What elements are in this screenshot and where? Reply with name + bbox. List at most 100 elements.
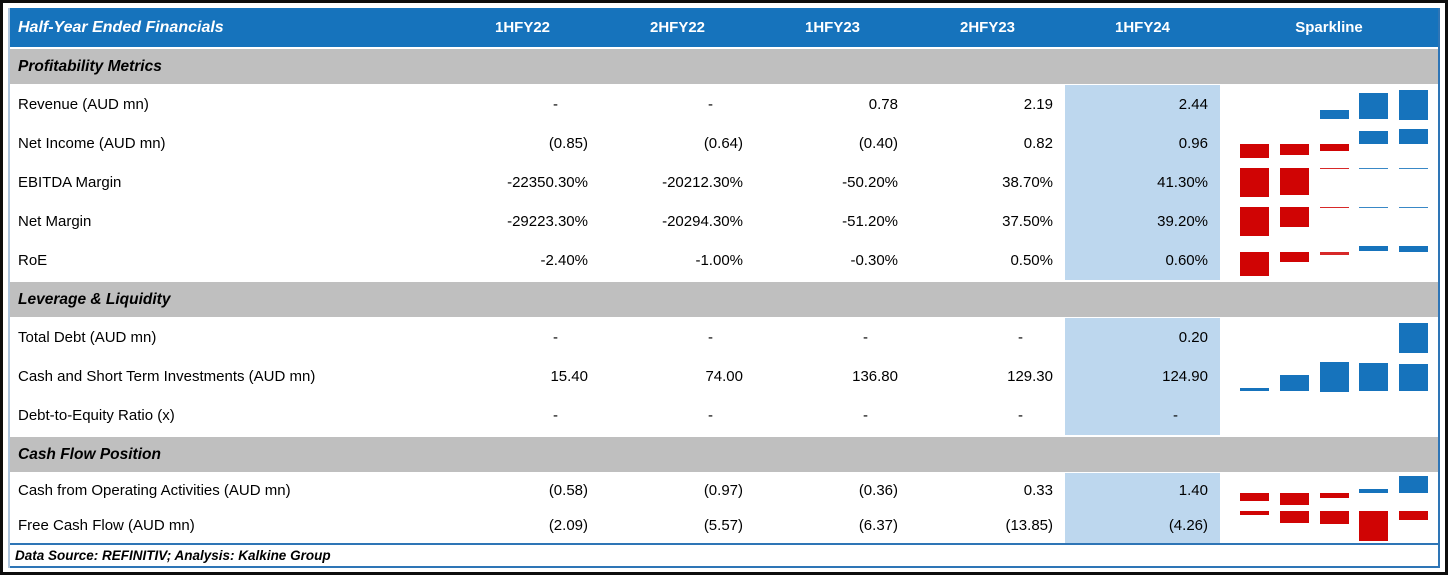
sparkline-bar xyxy=(1279,375,1309,392)
sparkline-slot xyxy=(1319,206,1349,237)
sparkline-chart xyxy=(1240,475,1428,506)
sparkline-bar xyxy=(1279,493,1309,506)
sparkline-chart xyxy=(1240,167,1428,198)
sparkline-slot xyxy=(1319,90,1349,120)
cell-value: 124.90 xyxy=(1065,357,1220,396)
sparkline-slot xyxy=(1240,362,1269,392)
section-header: Cash Flow Position xyxy=(10,435,1438,473)
sparkline-bar xyxy=(1399,475,1428,494)
cell-value: (4.26) xyxy=(1065,508,1220,543)
sparkline-bar xyxy=(1319,206,1349,209)
sparkline-slot xyxy=(1320,323,1349,353)
cell-value: - xyxy=(1065,396,1220,435)
sparkline-slot xyxy=(1319,510,1349,541)
table-row: Debt-to-Equity Ratio (x) - - - - - xyxy=(10,396,1438,435)
sparkline-chart xyxy=(1240,401,1428,431)
cell-value: -20294.30% xyxy=(662,213,743,230)
sparkline-slot xyxy=(1399,167,1428,198)
sparkline-bar xyxy=(1399,510,1428,520)
sparkline-bar xyxy=(1240,251,1269,276)
cell-value: (0.64) xyxy=(703,135,743,152)
section-header-label: Cash Flow Position xyxy=(18,445,161,463)
cell-value: - xyxy=(708,329,713,346)
sparkline-bar xyxy=(1279,251,1309,262)
sparkline-cell xyxy=(1220,85,1438,124)
cell-value: - xyxy=(553,96,558,113)
sparkline-slot xyxy=(1359,129,1389,159)
sparkline-bar xyxy=(1240,388,1269,392)
sparkline-slot xyxy=(1240,129,1269,159)
column-header-1hfy24: 1HFY24 xyxy=(1114,19,1171,36)
sparkline-slot xyxy=(1359,362,1389,392)
cell-value: -29223.30% xyxy=(507,213,588,230)
sparkline-bar xyxy=(1399,206,1428,208)
table-row: Net Income (AUD mn) (0.85) (0.64) (0.40) 0.8… xyxy=(10,124,1438,163)
column-header-sparkline: Sparkline xyxy=(1295,19,1363,36)
row-label: Free Cash Flow (AUD mn) xyxy=(18,517,195,534)
sparkline-bar xyxy=(1399,364,1428,392)
sparkline-slot xyxy=(1240,401,1269,431)
section-header: Leverage & Liquidity xyxy=(10,280,1438,318)
table-title: Half-Year Ended Financials xyxy=(18,18,224,36)
sparkline-slot xyxy=(1319,246,1349,276)
cell-value: (2.09) xyxy=(548,517,588,534)
sparkline-slot xyxy=(1359,90,1389,120)
cell-value: 0.33 xyxy=(1023,482,1053,499)
sparkline-cell xyxy=(1220,202,1438,241)
sparkline-chart xyxy=(1240,128,1428,159)
cell-value: 0.82 xyxy=(1023,135,1053,152)
table-row: Net Margin -29223.30% -20294.30% -51.20% 37.… xyxy=(10,202,1438,241)
sparkline-slot xyxy=(1279,476,1309,506)
cell-value: - xyxy=(1018,329,1023,346)
sparkline-slot xyxy=(1319,167,1349,198)
sparkline-bar xyxy=(1359,167,1389,169)
sparkline-bar xyxy=(1319,251,1349,255)
cell-value: 1.40 xyxy=(1065,473,1220,508)
sparkline-bar xyxy=(1399,128,1428,145)
sparkline-bar xyxy=(1319,510,1349,525)
cell-value: 0.50% xyxy=(1010,252,1053,269)
sparkline-bar xyxy=(1319,493,1349,498)
sparkline-chart xyxy=(1240,206,1428,237)
cell-value: 15.40 xyxy=(550,368,588,385)
sparkline-bar xyxy=(1359,246,1389,252)
table-row: Free Cash Flow (AUD mn) (2.09) (5.57) (6.37… xyxy=(10,508,1438,543)
cell-value: -22350.30% xyxy=(507,174,588,191)
sparkline-chart xyxy=(1240,510,1428,541)
table-row: RoE -2.40% -1.00% -0.30% 0.50% 0.60% xyxy=(10,241,1438,280)
row-label: EBITDA Margin xyxy=(18,174,122,191)
sparkline-slot xyxy=(1359,476,1389,506)
cell-value: (13.85) xyxy=(1005,517,1053,534)
sparkline-slot xyxy=(1399,322,1428,353)
cell-value: - xyxy=(1018,407,1023,424)
cell-value: (0.58) xyxy=(548,482,588,499)
sparkline-slot xyxy=(1280,323,1309,353)
cell-value: (0.97) xyxy=(703,482,743,499)
sparkline-bar xyxy=(1399,89,1428,120)
sparkline-bar xyxy=(1319,144,1349,152)
cell-value: 136.80 xyxy=(852,368,898,385)
cell-value: -20212.30% xyxy=(662,174,743,191)
table-row: Cash from Operating Activities (AUD mn) (… xyxy=(10,473,1438,508)
sparkline-bar xyxy=(1359,489,1389,494)
cell-value: - xyxy=(863,329,868,346)
cell-value: (0.40) xyxy=(858,135,898,152)
sparkline-slot xyxy=(1320,401,1349,431)
table-row: Total Debt (AUD mn) - - - - 0.20 xyxy=(10,318,1438,357)
sparkline-slot xyxy=(1279,129,1309,159)
cell-value: 41.30% xyxy=(1065,163,1220,202)
sparkline-slot xyxy=(1319,476,1349,506)
column-header-1hfy23: 1HFY23 xyxy=(804,19,861,36)
table-row: EBITDA Margin -22350.30% -20212.30% -50.20%… xyxy=(10,163,1438,202)
sparkline-slot xyxy=(1359,206,1389,237)
cell-value: (0.36) xyxy=(858,482,898,499)
sparkline-slot xyxy=(1399,475,1428,506)
sparkline-bar xyxy=(1279,206,1309,228)
sparkline-slot xyxy=(1240,476,1269,506)
cell-value: (5.57) xyxy=(703,517,743,534)
sparkline-bar xyxy=(1359,130,1389,145)
sparkline-bar xyxy=(1240,493,1269,501)
cell-value: 0.20 xyxy=(1065,318,1220,357)
sparkline-slot xyxy=(1399,128,1428,159)
sparkline-chart xyxy=(1240,361,1428,392)
